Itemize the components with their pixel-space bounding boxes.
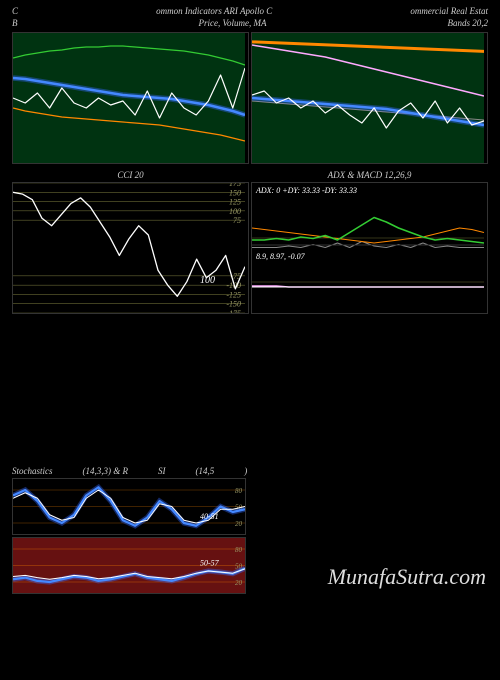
price-chart bbox=[252, 33, 484, 163]
cci-title: CCI 20 bbox=[12, 168, 249, 182]
svg-text:100: 100 bbox=[229, 207, 241, 216]
svg-text:175: 175 bbox=[229, 183, 241, 188]
bb-chart-panel bbox=[12, 32, 249, 164]
bb-chart bbox=[13, 33, 245, 163]
svg-text:125: 125 bbox=[229, 198, 241, 207]
stoch-chart-bot: 80502050-57 bbox=[13, 538, 245, 593]
header-left: C bbox=[12, 6, 18, 16]
stoch-title-mid: (14,3,3) & R bbox=[83, 466, 129, 476]
cci-chart: 17515012510075-75-100-125-150-175100 bbox=[13, 183, 245, 313]
watermark: MunafaSutra.com bbox=[328, 564, 486, 590]
sub-right: Bands 20,2 bbox=[447, 18, 488, 28]
cci-wrap: CCI 20 17515012510075-75-100-125-150-175… bbox=[12, 168, 249, 314]
svg-text:ADX: 0 +DY: 33.33 -DY: 33.33: ADX: 0 +DY: 33.33 -DY: 33.33 bbox=[255, 186, 357, 195]
svg-text:-150: -150 bbox=[226, 300, 241, 309]
sub-left: B bbox=[12, 18, 18, 28]
stoch-title-right: (14,5 bbox=[196, 466, 215, 476]
header-right: ommercial Real Estat bbox=[410, 6, 488, 16]
svg-text:8.9, 8.97, -0.07: 8.9, 8.97, -0.07 bbox=[256, 252, 306, 261]
price-chart-panel bbox=[251, 32, 488, 164]
adx-wrap: ADX & MACD 12,26,9 ADX: 0 +DY: 33.33 -DY… bbox=[251, 168, 488, 314]
adx-title: ADX & MACD 12,26,9 bbox=[251, 168, 488, 182]
stoch-title-end: ) bbox=[244, 466, 247, 476]
svg-text:80: 80 bbox=[235, 487, 243, 495]
stoch-title-left: Stochastics bbox=[12, 466, 53, 476]
svg-text:20: 20 bbox=[235, 520, 243, 528]
svg-text:150: 150 bbox=[229, 188, 241, 197]
svg-text:80: 80 bbox=[235, 546, 243, 554]
svg-text:-175: -175 bbox=[226, 309, 241, 313]
svg-text:40-51: 40-51 bbox=[200, 512, 219, 521]
adx-chart: ADX: 0 +DY: 33.33 -DY: 33.33 8.9, 8.97, -… bbox=[252, 183, 484, 313]
stoch-chart-top: 80502040-51 bbox=[13, 479, 245, 534]
header-center: ommon Indicators ARI Apollo C bbox=[156, 6, 272, 16]
svg-text:20: 20 bbox=[235, 579, 243, 587]
stoch-title-si: SI bbox=[158, 466, 166, 476]
svg-text:75: 75 bbox=[233, 216, 241, 225]
svg-text:-125: -125 bbox=[226, 290, 241, 299]
sub-center: Price, Volume, MA bbox=[199, 18, 267, 28]
svg-text:50-57: 50-57 bbox=[200, 559, 220, 568]
